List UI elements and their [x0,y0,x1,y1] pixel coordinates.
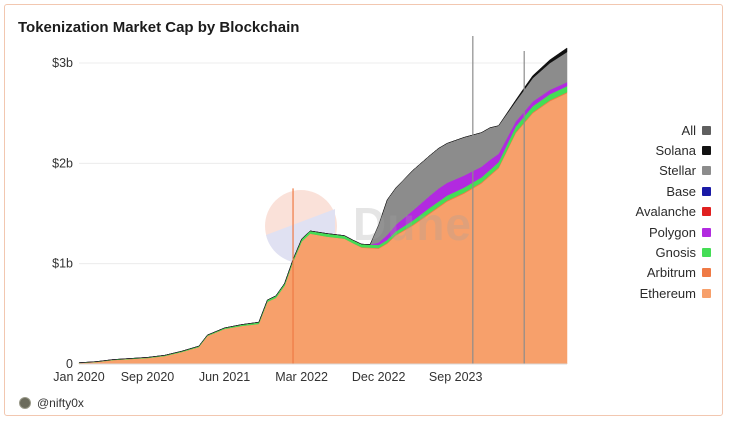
legend-swatch [702,166,711,176]
legend-swatch [702,288,711,298]
x-tick-label: Mar 2022 [275,370,328,384]
x-tick-label: Sep 2023 [429,370,483,384]
legend-item-solana[interactable]: Solana [611,140,711,160]
legend-swatch [702,146,711,156]
legend-label: Solana [655,143,696,159]
legend-label: Stellar [659,163,696,179]
legend-item-avalanche[interactable]: Avalanche [611,202,711,222]
legend-label: Ethereum [639,285,696,301]
legend-item-stellar[interactable]: Stellar [611,161,711,181]
legend-item-all[interactable]: All [611,120,711,140]
legend-label: Avalanche [635,204,696,220]
chart-title: Tokenization Market Cap by Blockchain [18,19,300,36]
x-tick-label: Jun 2021 [199,370,250,384]
legend: All Solana Stellar Base Avalanche Polygon Gnos… [611,120,711,304]
legend-label: All [681,122,696,138]
y-tick-label: 0 [66,357,73,371]
legend-swatch [702,207,711,217]
legend-swatch [702,227,711,237]
legend-swatch [702,248,711,258]
area-chart: 0 $1b $2b $3b Jan 2020 Sep 2020 Jun 2021 Mar 20… [52,35,568,384]
author-credit[interactable]: @nifty0x [19,396,84,410]
chart-card: Tokenization Market Cap by Blockchain 0 $… [4,4,723,416]
legend-item-ethereum[interactable]: Ethereum [611,283,711,303]
legend-label: Gnosis [655,245,696,261]
y-tick-label: $2b [52,156,73,170]
legend-item-gnosis[interactable]: Gnosis [611,242,711,262]
legend-swatch [702,186,711,196]
legend-item-arbitrum[interactable]: Arbitrum [611,263,711,283]
area-solana [78,47,568,363]
legend-swatch [702,125,711,135]
dune-watermark: Dune [353,198,472,250]
y-tick-label: $3b [52,56,73,70]
legend-label: Base [666,183,696,199]
avatar [19,397,31,409]
legend-item-polygon[interactable]: Polygon [611,222,711,242]
y-tick-label: $1b [52,257,73,271]
author-handle: @nifty0x [37,396,84,410]
x-tick-label: Sep 2020 [121,370,175,384]
x-tick-label: Dec 2022 [352,370,406,384]
legend-label: Arbitrum [646,265,696,281]
legend-label: Polygon [649,224,696,240]
x-tick-label: Jan 2020 [53,370,104,384]
legend-swatch [702,268,711,278]
legend-item-base[interactable]: Base [611,181,711,201]
